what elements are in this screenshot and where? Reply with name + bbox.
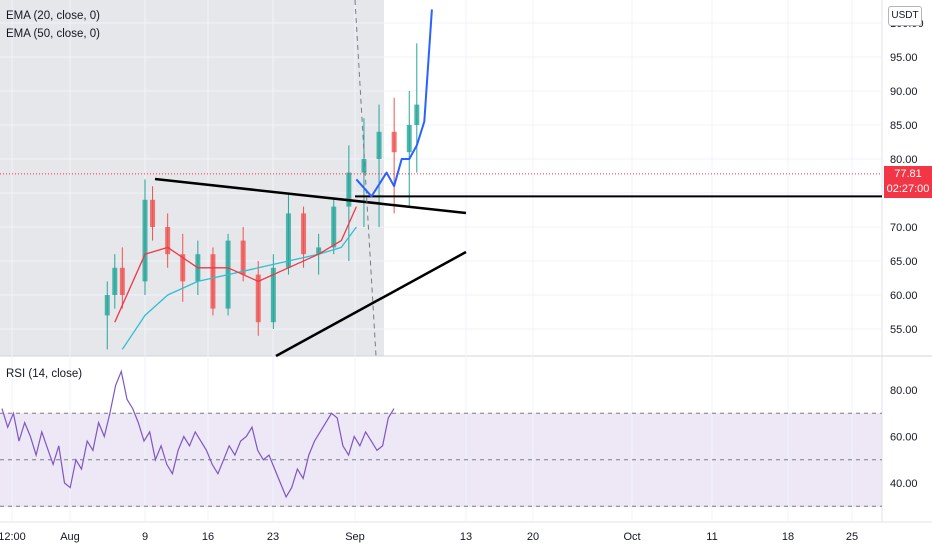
time-tick-label: 9: [142, 531, 148, 543]
time-tick-label: Aug: [60, 531, 80, 543]
ema-layer: [114, 206, 357, 350]
price-tick-label: 65.00: [890, 256, 918, 268]
legend-rsi[interactable]: RSI (14, close): [6, 368, 83, 380]
candle-body: [346, 172, 352, 207]
rsi-tick-label: 80.00: [890, 385, 918, 397]
candle-body: [255, 274, 261, 323]
time-tick-label: 18: [782, 531, 794, 543]
descending-trendline: [154, 177, 467, 215]
rsi-line: [1, 369, 395, 499]
currency-badge[interactable]: USDT: [888, 6, 922, 26]
candle-body: [112, 267, 118, 295]
price-tick-label: 70.00: [890, 222, 918, 234]
projection-path: [355, 9, 433, 198]
candle-body: [210, 254, 216, 309]
countdown-timer: 02:27:00: [886, 183, 930, 195]
last-price-value: 77.81: [894, 168, 922, 180]
session-break-line: [354, 0, 377, 357]
price-tick-label: 55.00: [890, 324, 918, 336]
price-tick-label: 85.00: [890, 120, 918, 132]
candle-body: [316, 247, 322, 255]
time-tick-label: 23: [267, 531, 279, 543]
candle-body: [142, 199, 148, 282]
rsi-layer: [0, 369, 882, 507]
price-tick-label: 60.00: [890, 290, 918, 302]
shaded-region: [0, 0, 384, 356]
price-tick-label: 80.00: [890, 154, 918, 166]
candle-body: [165, 227, 171, 255]
time-tick-label: 13: [460, 531, 472, 543]
time-tick-label: 20: [527, 531, 539, 543]
rsi-tick-label: 40.00: [890, 478, 918, 490]
time-tick-label: 25: [846, 531, 858, 543]
candle-body: [331, 206, 337, 248]
candle-body: [240, 240, 246, 275]
time-tick-label: 12:00: [0, 531, 26, 543]
time-tick-label: Oct: [623, 531, 640, 543]
legend-ema50[interactable]: EMA (50, close, 0): [6, 28, 100, 40]
candle-body: [391, 131, 397, 153]
rsi-axis[interactable]: 80.00 60.00 40.00: [890, 385, 918, 490]
grid: [0, 0, 882, 522]
price-tick-label: 95.00: [890, 52, 918, 64]
candle-body: [406, 125, 412, 153]
time-tick-label: Sep: [345, 531, 365, 543]
candle-body: [119, 267, 125, 295]
candle-body: [150, 199, 156, 227]
candle-body: [104, 295, 110, 316]
drawings-layer: [0, 0, 882, 358]
last-price-tag: 77.81 02:27:00: [884, 166, 932, 198]
candle-body: [361, 159, 367, 173]
ema20-line: [114, 206, 357, 323]
price-axis[interactable]: 100.0095.0090.0085.0080.0075.0070.0065.0…: [890, 18, 924, 336]
ascending-trendline: [275, 250, 467, 358]
candle-body: [414, 104, 420, 125]
candle-body: [301, 213, 307, 255]
rsi-tick-label: 60.00: [890, 432, 918, 444]
candle-body: [376, 131, 382, 159]
time-tick-label: 16: [202, 531, 214, 543]
candle-body: [270, 267, 276, 323]
time-axis[interactable]: 12:00 Aug 9 16 23 Sep 13 20 Oct 11 18 25: [0, 531, 858, 543]
ema50-line: [121, 226, 357, 350]
candle-body: [285, 213, 291, 268]
candle-body: [180, 254, 186, 282]
time-tick-label: 11: [706, 531, 717, 543]
price-tick-label: 90.00: [890, 86, 918, 98]
legend-ema20[interactable]: EMA (20, close, 0): [6, 10, 100, 22]
